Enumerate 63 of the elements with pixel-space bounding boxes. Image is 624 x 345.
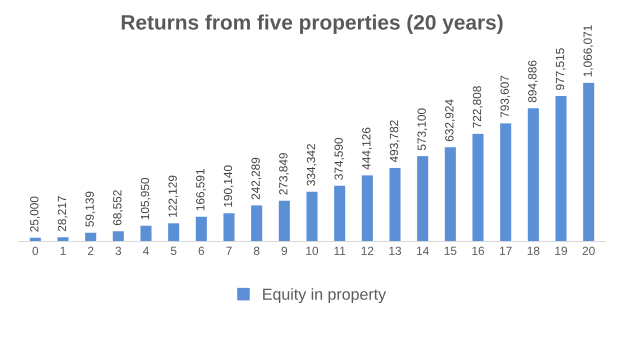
data-label: 444,126 (362, 128, 372, 170)
data-label: 722,808 (472, 86, 483, 128)
x-tick-label: 5 (170, 246, 176, 256)
x-tick-label: 15 (444, 246, 456, 256)
x-tick-label: 10 (306, 246, 318, 256)
bar (472, 134, 484, 242)
x-tick-label: 17 (500, 246, 512, 255)
bar (223, 213, 235, 242)
x-tick-label: 19 (555, 246, 568, 256)
data-label: 374,590 (334, 138, 344, 180)
x-tick-label: 6 (198, 246, 204, 256)
data-label: 28,217 (58, 196, 68, 232)
bar (112, 231, 124, 242)
bar (583, 82, 594, 242)
legend-label: Equity in property (263, 288, 386, 304)
data-label: 105,950 (140, 178, 151, 220)
bar (362, 175, 373, 242)
data-label: 632,924 (445, 99, 455, 142)
bar (85, 232, 96, 242)
x-tick-label: 3 (115, 246, 122, 256)
bar (444, 147, 456, 242)
bar (140, 226, 152, 242)
x-tick-label: 11 (334, 246, 346, 255)
data-label: 493,782 (390, 120, 400, 162)
data-label: 242,289 (251, 158, 262, 200)
bar (500, 123, 512, 242)
bar (334, 186, 346, 242)
data-label: 573,100 (417, 108, 428, 150)
x-tick-label: 14 (417, 246, 429, 255)
bar (417, 156, 428, 242)
chart-title: Returns from five properties (20 years) (122, 14, 503, 34)
x-tick-label: 2 (88, 246, 94, 255)
x-tick-label: 18 (528, 246, 540, 256)
data-label: 793,607 (500, 76, 510, 118)
data-label: 334,342 (306, 144, 317, 186)
data-label: 977,515 (556, 48, 566, 90)
bar (389, 168, 401, 242)
x-tick-label: 13 (389, 246, 402, 256)
data-label: 1,066,071 (583, 25, 594, 76)
x-tick-label: 0 (32, 246, 38, 256)
data-label: 25,000 (30, 196, 40, 232)
bar (555, 96, 567, 242)
x-tick-label: 20 (582, 246, 595, 256)
x-tick-label: 12 (362, 246, 374, 255)
x-tick-label: 16 (472, 246, 484, 256)
data-label: 68,552 (113, 190, 123, 226)
bar (251, 205, 262, 242)
x-tick-label: 9 (282, 246, 288, 256)
x-tick-label: 8 (254, 246, 260, 256)
data-label: 894,886 (528, 60, 538, 102)
bar (306, 192, 318, 242)
x-tick-label: 1 (60, 246, 66, 255)
bar (528, 108, 539, 242)
data-label: 122,129 (168, 176, 178, 217)
data-label: 59,139 (85, 192, 96, 227)
bar (168, 223, 180, 242)
data-label: 273,849 (279, 153, 289, 195)
data-label: 166,591 (196, 169, 206, 210)
x-tick-label: 7 (226, 246, 232, 255)
bar (196, 216, 207, 242)
x-tick-label: 4 (142, 246, 149, 255)
data-label: 190,140 (224, 165, 234, 207)
bar (278, 200, 290, 242)
